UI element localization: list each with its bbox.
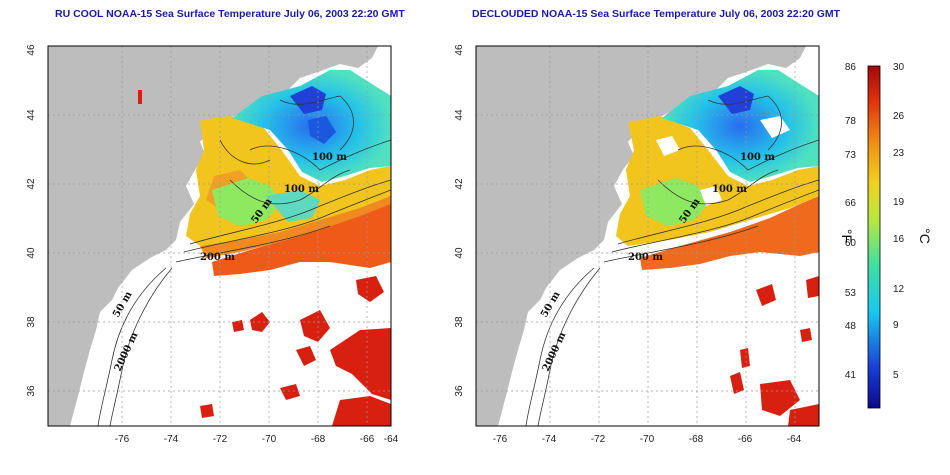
right-x-axis: -76 -74 -72 -70 -68 -66 -64 [493, 434, 802, 445]
fahrenheit-tick-label: 78 [845, 116, 857, 127]
right-south-patches [730, 276, 819, 426]
right-land [476, 46, 806, 426]
celsius-tick-label: 19 [893, 197, 905, 208]
right-panel-title: DECLOUDED NOAA-15 Sea Surface Temperatur… [472, 8, 841, 20]
contour-label: 200 m [628, 252, 663, 263]
fahrenheit-tick-label: 41 [845, 370, 857, 381]
lon-tick-label: -70 [262, 434, 277, 445]
fahrenheit-unit-label: °F [839, 229, 855, 243]
left-panel-title: RU COOL NOAA-15 Sea Surface Temperature … [55, 8, 405, 20]
contour-label: 100 m [312, 152, 347, 163]
celsius-tick-label: 23 [893, 148, 905, 159]
left-y-axis: 36 38 40 42 44 46 [26, 44, 37, 397]
left-south-patches [138, 90, 391, 426]
lon-tick-label: -66 [360, 434, 375, 445]
colorbar-scale [867, 65, 881, 409]
left-land [48, 46, 378, 426]
celsius-tick-label: 12 [893, 284, 905, 295]
celsius-tick-label: 30 [893, 62, 905, 73]
right-gulf-of-maine [662, 70, 819, 182]
lon-tick-label: -70 [640, 434, 655, 445]
contour-label: 100 m [740, 152, 775, 163]
left-x-axis: -76 -74 -72 -70 -68 -66 -64 [115, 434, 399, 445]
lat-tick-label: 40 [26, 247, 37, 259]
right-grid [476, 46, 819, 426]
lat-tick-label: 42 [26, 178, 37, 190]
right-y-axis: 36 38 40 42 44 46 [454, 44, 465, 397]
celsius-tick-label: 26 [893, 111, 905, 122]
lat-tick-label: 40 [454, 247, 465, 259]
lat-tick-label: 44 [454, 109, 465, 121]
fahrenheit-tick-label: 86 [845, 62, 857, 73]
celsius-tick-label: 9 [893, 320, 899, 331]
lon-tick-label: -66 [738, 434, 753, 445]
fahrenheit-tick-label: 73 [845, 150, 857, 161]
lon-tick-label: -74 [542, 434, 557, 445]
left-warm-water [212, 196, 391, 276]
celsius-unit-label: °C [917, 228, 933, 244]
lon-tick-label: -74 [164, 434, 179, 445]
left-map: 100 m 100 m 50 m 200 m 50 m 2000 m -76 -… [26, 44, 399, 445]
lat-tick-label: 46 [454, 44, 465, 56]
left-grid [48, 46, 391, 426]
lon-tick-label: -72 [213, 434, 228, 445]
right-map: 100 m 100 m 50 m 200 m 50 m 2000 m -76 -… [454, 44, 820, 445]
lat-tick-label: 36 [454, 385, 465, 397]
lon-tick-label: -76 [115, 434, 130, 445]
colorbar-fahrenheit-ticks: 86 78 73 66 60 53 48 41 [845, 62, 857, 381]
lon-tick-label: -72 [591, 434, 606, 445]
right-warm-water [640, 196, 819, 270]
lat-tick-label: 38 [26, 316, 37, 328]
lat-tick-label: 38 [454, 316, 465, 328]
contour-label: 100 m [284, 184, 319, 195]
lat-tick-label: 42 [454, 178, 465, 190]
lon-tick-label: -68 [689, 434, 704, 445]
celsius-tick-label: 16 [893, 234, 905, 245]
fahrenheit-tick-label: 48 [845, 321, 857, 332]
colorbar-celsius-ticks: 30 26 23 19 16 12 9 5 [893, 62, 905, 381]
left-contours [97, 95, 391, 426]
fahrenheit-tick-label: 53 [845, 288, 857, 299]
fahrenheit-tick-label: 60 [845, 238, 857, 249]
celsius-tick-label: 5 [893, 370, 899, 381]
lon-tick-label: -76 [493, 434, 508, 445]
lat-tick-label: 44 [26, 109, 37, 121]
lon-tick-label: -64 [787, 434, 802, 445]
lat-tick-label: 46 [26, 44, 37, 56]
lon-tick-label: -64 [384, 434, 399, 445]
contour-label: 100 m [712, 184, 747, 195]
contour-label: 200 m [200, 252, 235, 263]
fahrenheit-tick-label: 66 [845, 198, 857, 209]
colorbar: 86 78 73 66 60 53 48 41 30 26 23 19 16 1… [839, 62, 933, 409]
lon-tick-label: -68 [311, 434, 326, 445]
lat-tick-label: 36 [26, 385, 37, 397]
